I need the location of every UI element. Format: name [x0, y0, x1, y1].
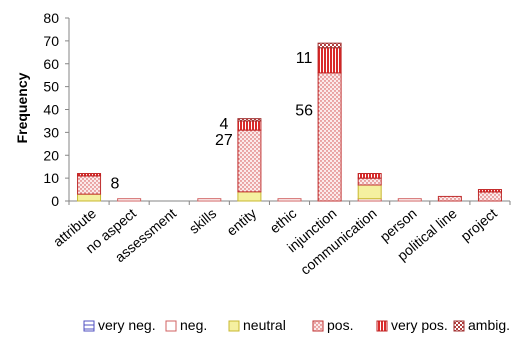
legend-swatch: [376, 320, 388, 332]
legend: very neg. neg. neutral pos. very pos. ambig.: [83, 317, 510, 333]
x-tick-label: ethic: [266, 205, 299, 236]
bar-segment-ambig: [317, 42, 342, 49]
data-label: 4: [219, 116, 228, 133]
y-tick-label: 10: [43, 170, 59, 186]
axes: 0 10 20 30 40 50 60 70 80: [43, 10, 511, 209]
y-tick-label: 80: [43, 10, 59, 26]
x-tick-label: project: [457, 205, 500, 244]
bar-segment-pos: [237, 129, 262, 193]
bar-segment-neutral: [77, 193, 102, 202]
legend-swatch: [453, 320, 465, 332]
y-tick-label: 70: [43, 33, 59, 49]
x-tick-label: entity: [223, 205, 259, 239]
y-tick-label: 30: [43, 124, 59, 140]
data-label: 8: [111, 176, 120, 193]
data-label: 27: [215, 132, 233, 149]
x-tick-label: skills: [186, 205, 220, 237]
bar-segment-verypos: [317, 47, 342, 74]
data-label: 56: [295, 103, 313, 120]
legend-label: neutral: [243, 317, 286, 333]
bar-segment-verypos: [357, 173, 382, 179]
bar-segment-pos: [437, 195, 462, 202]
bars: [77, 42, 502, 202]
y-tick-label: 20: [43, 147, 59, 163]
bar-segment-neutral: [237, 191, 262, 202]
legend-swatch: [312, 320, 324, 332]
bar-segment-verypos: [77, 173, 102, 177]
bar-segment-verypos: [477, 189, 502, 193]
bar-segment-neg: [197, 198, 222, 202]
bar-segment-pos: [77, 175, 102, 195]
data-label: 11: [296, 50, 313, 67]
legend-label: very pos.: [391, 317, 448, 333]
y-tick-label: 40: [43, 102, 59, 118]
y-tick-label: 0: [51, 193, 59, 209]
annotations: 8 274 56 11: [111, 50, 314, 193]
legend-label: neg.: [180, 317, 207, 333]
bar-segment-pos: [317, 72, 342, 202]
bar-segment-verypos: [237, 120, 262, 131]
y-axis-label: Frequency: [14, 72, 30, 143]
bar-segment-pos: [477, 191, 502, 202]
bar-segment-neg: [397, 198, 422, 202]
bar-segment-pos: [357, 177, 382, 186]
bar-segment-neg: [277, 198, 302, 202]
bar-segment-neg: [117, 198, 142, 202]
legend-label: ambig.: [468, 317, 510, 333]
bar-segment-neutral: [357, 184, 382, 200]
y-tick-label: 60: [43, 56, 59, 72]
legend-label: pos.: [327, 317, 353, 333]
legend-swatch: [165, 320, 177, 332]
legend-swatch: [83, 320, 95, 332]
legend-label: very neg.: [98, 317, 156, 333]
bar-segment-ambig: [237, 118, 262, 122]
y-tick-label: 50: [43, 79, 59, 95]
legend-swatch: [228, 320, 240, 332]
